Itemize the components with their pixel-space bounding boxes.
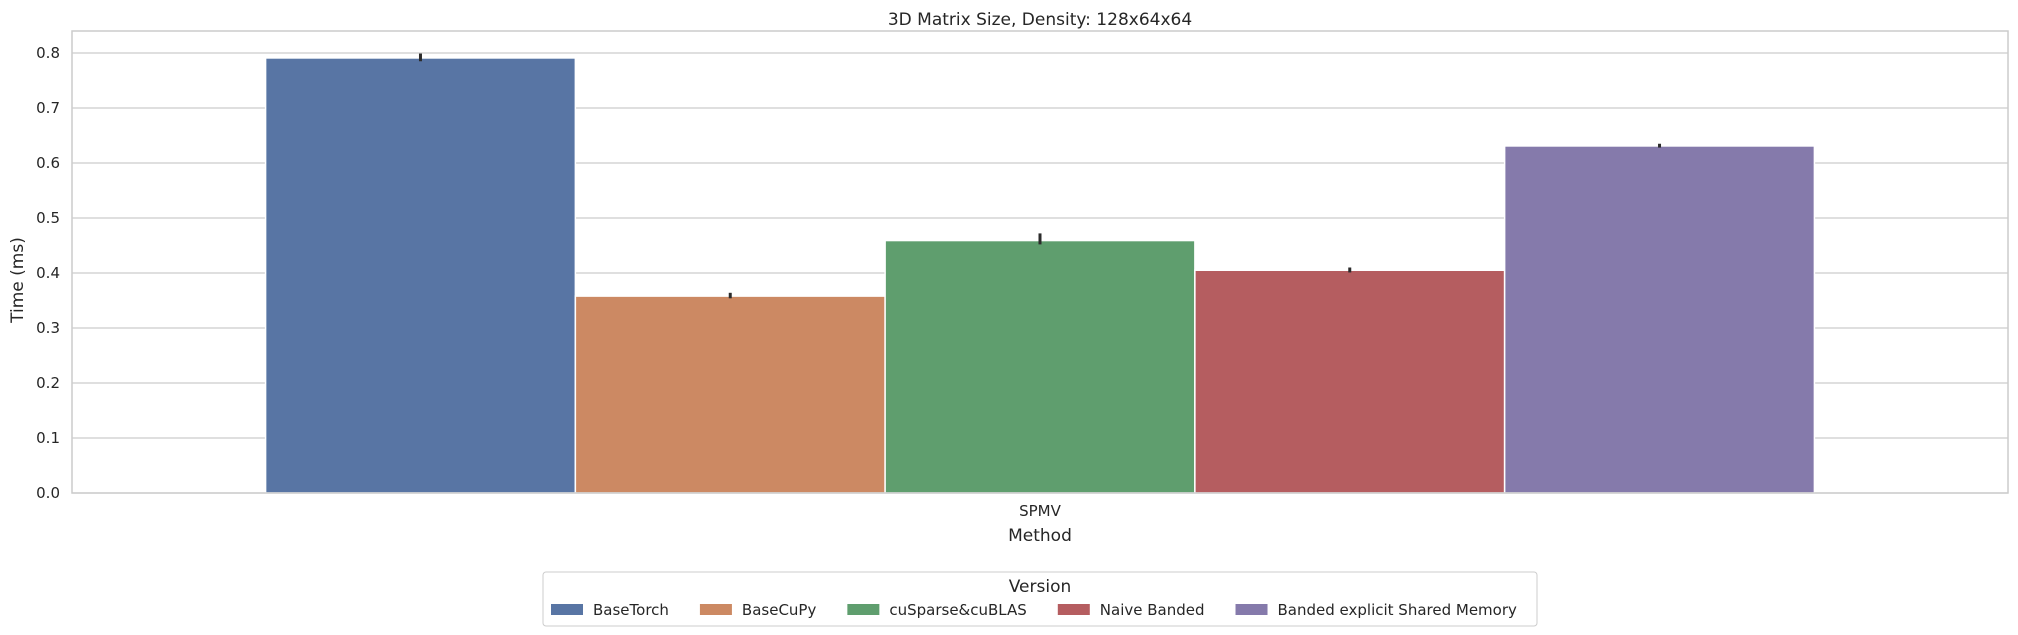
- legend-swatch: [1235, 604, 1268, 615]
- legend-swatch: [847, 604, 880, 615]
- y-tick-label: 0.8: [36, 44, 60, 62]
- bars-layer: [264, 57, 1816, 494]
- y-tick-label: 0.5: [36, 209, 60, 227]
- legend: Version BaseTorch BaseCuPy cuSparse&cuBLAS…: [542, 571, 1538, 627]
- legend-swatch: [1057, 604, 1090, 615]
- bar-cusparse-cublas: [884, 239, 1196, 494]
- legend-label: cuSparse&cuBLAS: [889, 601, 1026, 619]
- chart-title: 3D Matrix Size, Density: 128x64x64: [888, 10, 1192, 30]
- legend-swatch: [551, 604, 583, 615]
- bar-basetorch: [264, 57, 577, 494]
- bar-basecupy: [574, 295, 886, 494]
- legend-box: [542, 571, 1538, 627]
- y-tick-labels: 0.0 0.1 0.2 0.3 0.4 0.5 0.6 0.7 0.8: [36, 44, 60, 502]
- plot-frame: [71, 30, 2009, 494]
- x-tick-labels: SPMV: [1019, 502, 1062, 520]
- y-tick-label: 0.0: [36, 484, 60, 502]
- y-tick-label: 0.7: [36, 99, 60, 117]
- legend-label: Banded explicit Shared Memory: [1278, 601, 1517, 619]
- legend-label: BaseCuPy: [742, 601, 817, 619]
- bar-banded-explicit-shared-memory: [1503, 145, 1816, 494]
- y-tick-label: 0.2: [36, 374, 60, 392]
- error-layer: [418, 53, 1662, 299]
- legend-items: BaseTorch BaseCuPy cuSparse&cuBLAS Naive Ba…: [551, 601, 1517, 619]
- y-tick-label: 0.3: [36, 319, 60, 337]
- legend-swatch: [699, 604, 732, 615]
- y-axis-label: Time (ms): [8, 237, 28, 324]
- y-tick-label: 0.4: [36, 264, 60, 282]
- legend-label: Naive Banded: [1100, 601, 1205, 619]
- x-axis-label: Method: [1008, 526, 1072, 546]
- bar-naive-banded: [1194, 269, 1506, 494]
- legend-title: Version: [1009, 577, 1072, 597]
- legend-label: BaseTorch: [593, 601, 669, 619]
- y-tick-label: 0.6: [36, 154, 60, 172]
- y-tick-label: 0.1: [36, 429, 60, 447]
- x-tick-label: SPMV: [1019, 502, 1062, 520]
